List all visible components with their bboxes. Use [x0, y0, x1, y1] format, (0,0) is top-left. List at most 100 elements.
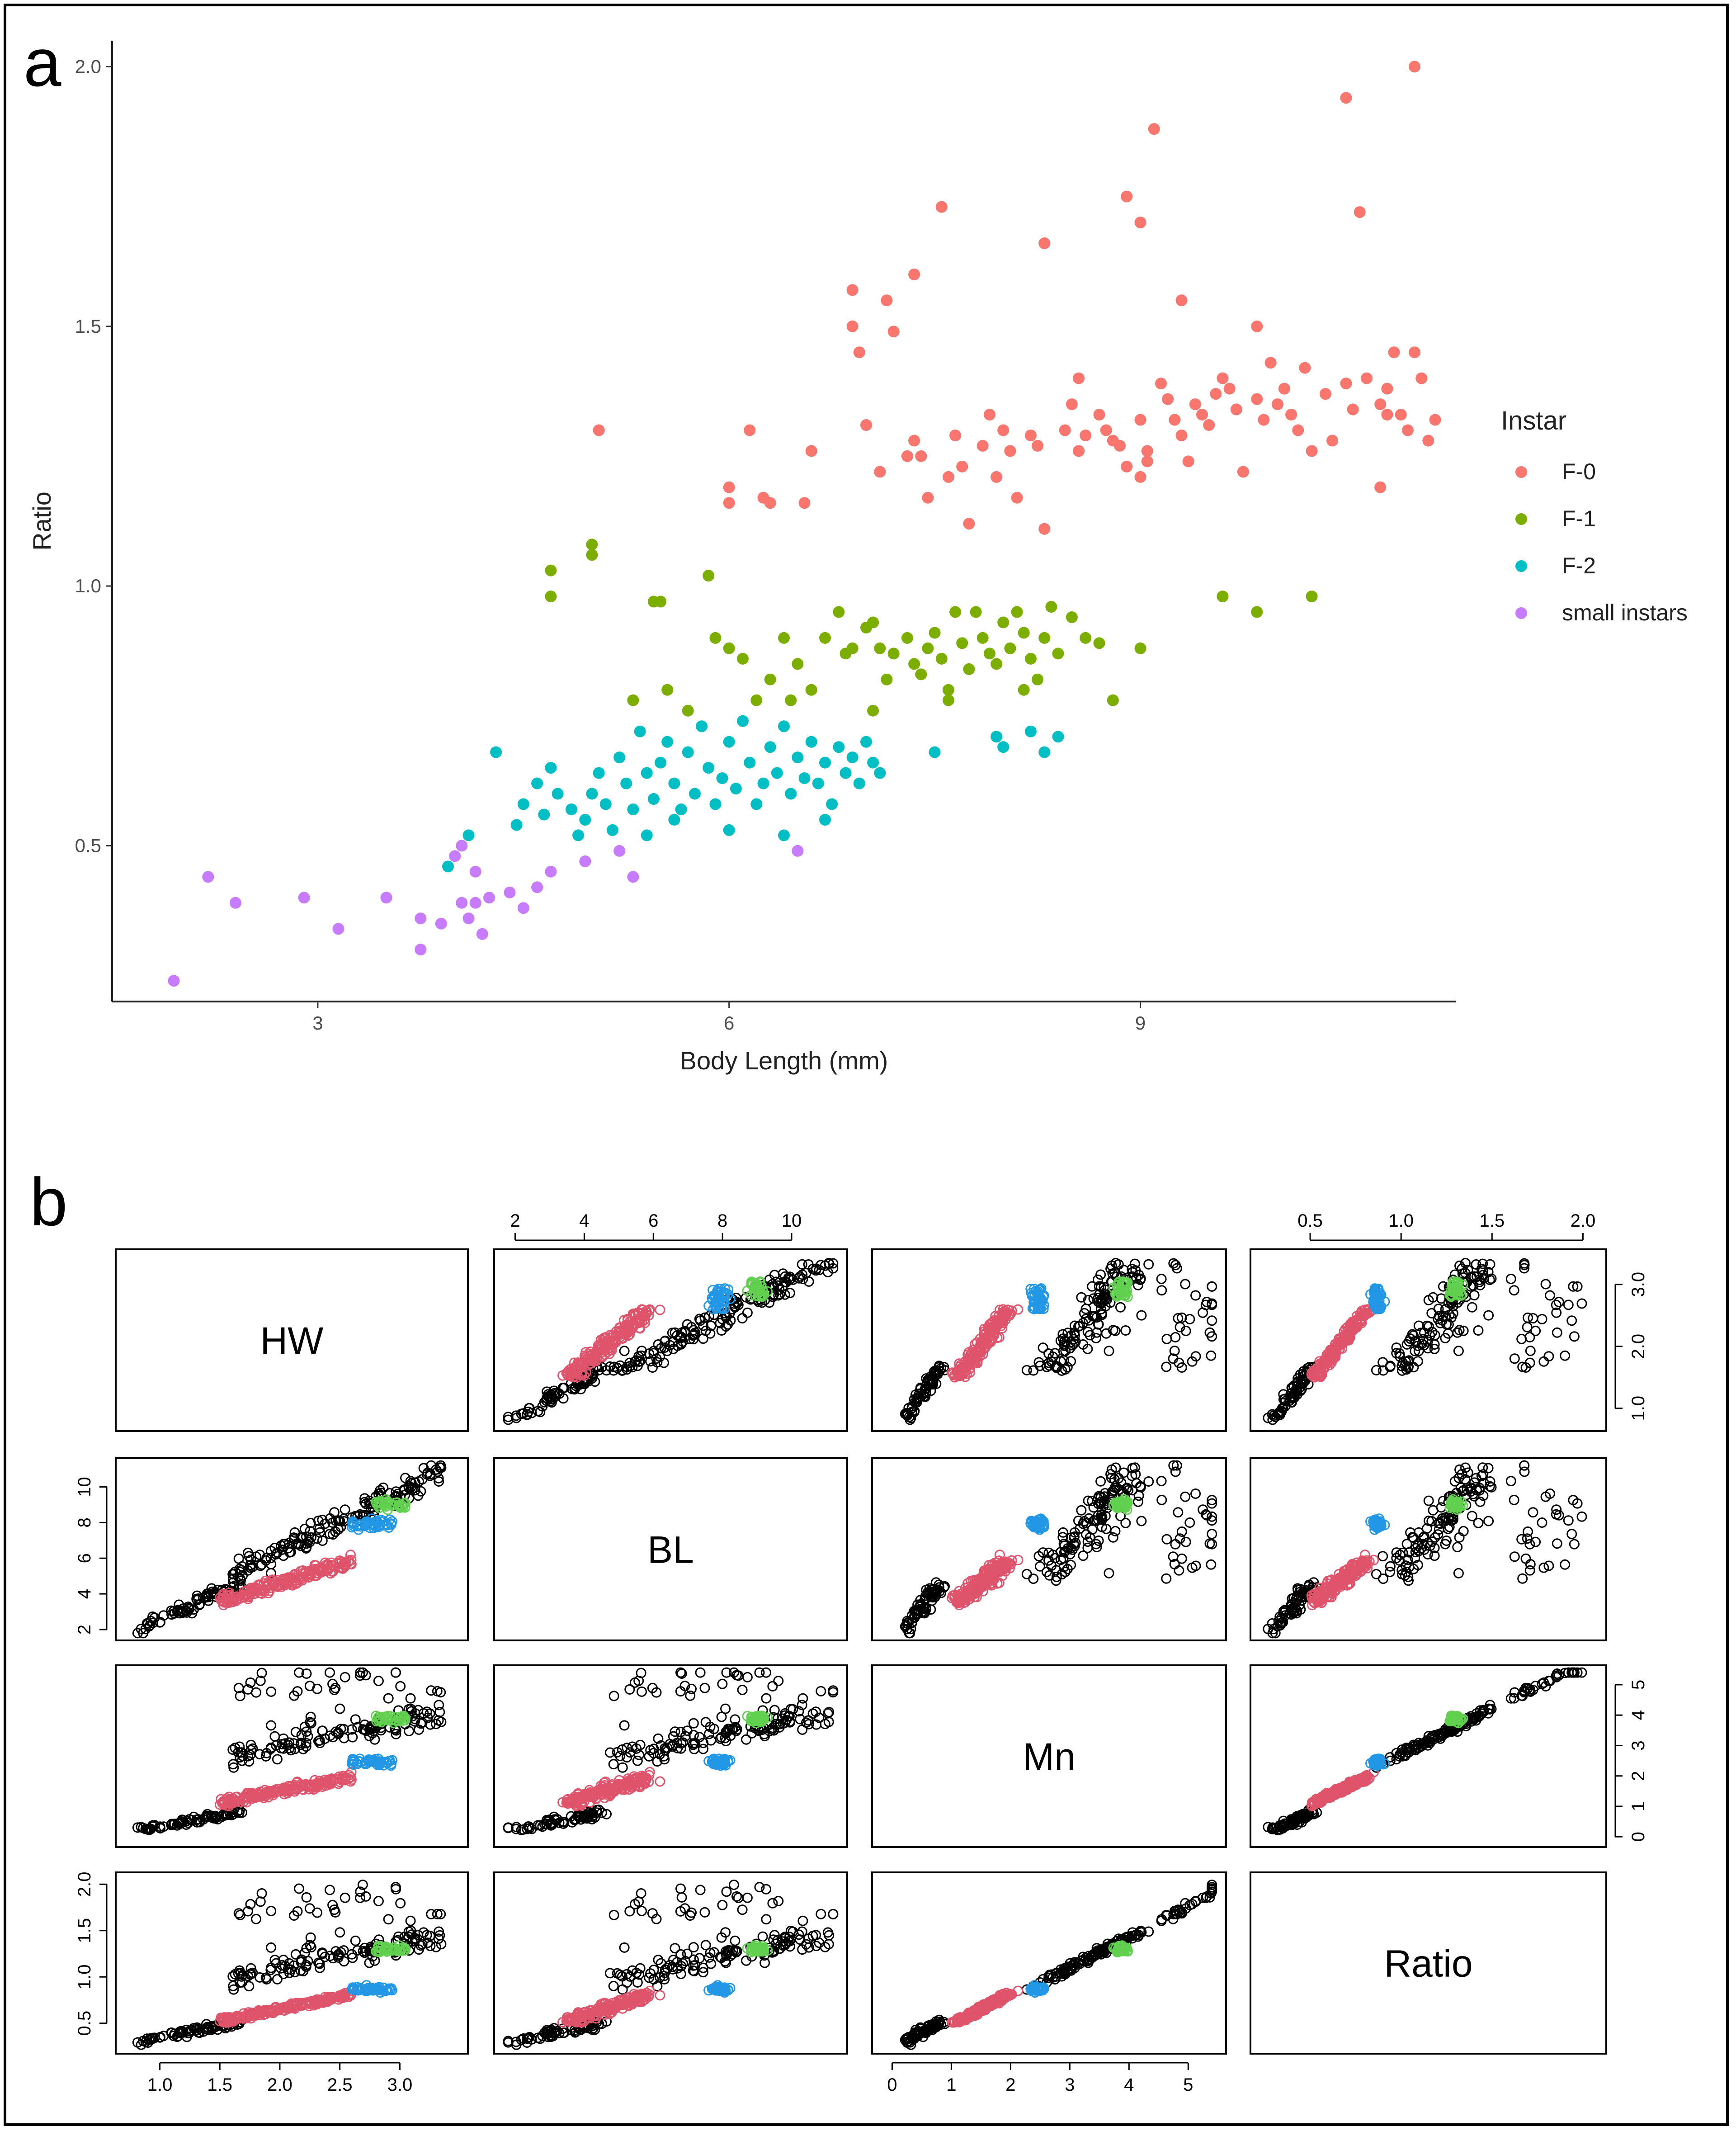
pair-point — [355, 1509, 365, 1520]
pair-point — [1519, 1258, 1530, 1269]
pair-point — [1522, 1533, 1533, 1544]
pair-point — [1057, 1532, 1068, 1543]
point-small-instars — [168, 975, 180, 987]
pair-point — [1313, 1368, 1324, 1378]
point-small-instars — [613, 845, 626, 857]
point-f-0 — [908, 435, 920, 447]
point-f-0 — [908, 268, 920, 280]
pair-point — [1121, 1483, 1132, 1494]
pair-point — [373, 1498, 384, 1508]
x-tick-label: 9 — [1135, 1012, 1146, 1034]
pair-point — [1135, 1481, 1146, 1492]
point-f-0 — [956, 460, 968, 473]
pair-point — [922, 1587, 933, 1598]
pair-point — [1391, 1553, 1402, 1564]
pair-point — [267, 1578, 278, 1588]
pair-point — [503, 1414, 514, 1425]
pair-point — [1551, 1504, 1562, 1515]
pair-point — [415, 1718, 426, 1729]
pair-point — [733, 1299, 744, 1310]
pair-point — [1055, 1335, 1066, 1346]
point-f-0 — [1210, 388, 1222, 400]
pair-point — [1569, 1331, 1580, 1342]
point-f-0 — [1347, 403, 1359, 416]
pair-point — [619, 1346, 630, 1356]
pair-point — [1454, 1464, 1465, 1475]
pair-point — [1563, 1299, 1574, 1310]
point-small-instars — [483, 892, 495, 904]
point-f-1 — [1052, 647, 1064, 660]
point-f-1 — [908, 658, 920, 670]
pair-point — [266, 1942, 276, 1953]
pair-point — [1013, 1555, 1024, 1565]
pair-point — [1471, 1259, 1481, 1270]
pair-point — [309, 1570, 320, 1581]
pair-point — [1102, 1503, 1113, 1513]
pair-point — [245, 1555, 256, 1565]
pair-point — [1161, 1361, 1172, 1372]
pair-point — [1289, 1602, 1300, 1613]
pair-point — [925, 1385, 936, 1396]
pair-point — [335, 1521, 346, 1532]
pair-point — [1552, 1327, 1562, 1338]
point-f-0 — [1169, 414, 1181, 426]
point-f-1 — [1011, 606, 1023, 618]
pair-point — [1190, 1290, 1201, 1301]
pair-point — [1453, 1290, 1464, 1301]
pair-point — [1120, 1325, 1131, 1336]
point-f-0 — [846, 284, 859, 296]
point-f-2 — [744, 756, 756, 769]
pair-point — [1168, 1551, 1179, 1562]
pair-point — [1051, 1572, 1062, 1582]
pair-point — [1446, 1291, 1457, 1302]
pair-point — [374, 1503, 385, 1513]
pair-point — [932, 1584, 943, 1595]
point-f-2 — [675, 803, 687, 815]
pair-point — [668, 1343, 679, 1354]
pair-point — [352, 1722, 363, 1733]
pair-point — [783, 1272, 794, 1283]
point-f-2 — [668, 814, 680, 826]
pair-point — [1473, 1517, 1484, 1528]
pair-point — [1121, 1500, 1132, 1511]
pair-point — [1405, 1527, 1416, 1538]
pair-point — [1400, 1360, 1410, 1371]
pair-point — [682, 1319, 693, 1330]
pair-point — [237, 1751, 248, 1761]
pair-point — [237, 1570, 248, 1581]
pair-point — [245, 1583, 256, 1593]
pair-point — [713, 1284, 724, 1294]
pair-point — [328, 1732, 338, 1743]
point-f-0 — [1073, 372, 1085, 384]
pair-point — [797, 1693, 808, 1704]
pair-point — [801, 1267, 811, 1278]
pair-point — [965, 1358, 976, 1369]
pair-point — [325, 1667, 335, 1678]
pair-point — [1171, 1263, 1182, 1274]
pair-point — [1286, 1599, 1297, 1610]
point-f-1 — [935, 652, 948, 665]
point-f-0 — [1340, 378, 1352, 390]
pair-point — [1355, 1310, 1366, 1321]
pairs-cell-frame — [1250, 1248, 1607, 1432]
pair-point — [1062, 1362, 1073, 1373]
pair-point — [228, 1759, 239, 1770]
pair-point — [995, 1314, 1005, 1324]
pairs-cell-mn-vs-ratio — [1250, 1664, 1607, 1848]
pair-point — [301, 1738, 311, 1748]
pair-point — [299, 1523, 310, 1534]
pair-point — [1091, 1539, 1101, 1550]
pair-point — [290, 1727, 301, 1738]
pair-point — [395, 1681, 406, 1692]
pair-point — [737, 1685, 748, 1695]
pair-point — [1056, 1555, 1066, 1565]
pair-point — [1569, 1539, 1580, 1550]
pair-point — [675, 1331, 686, 1342]
pair-point — [1391, 1342, 1402, 1353]
pair-point — [1395, 1550, 1406, 1560]
pair-point — [1440, 1539, 1451, 1550]
point-f-2 — [682, 746, 694, 758]
pair-point — [1044, 1570, 1055, 1581]
pairs-cell-frame — [115, 1457, 469, 1641]
point-f-2 — [764, 741, 776, 753]
